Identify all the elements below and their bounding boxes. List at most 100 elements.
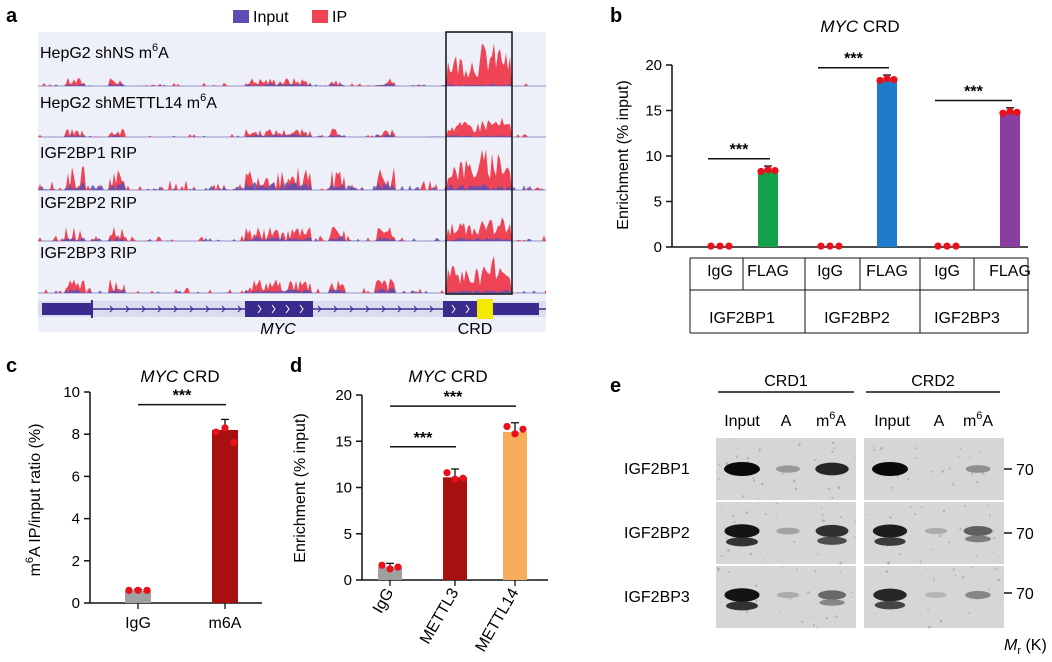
blot-noise: [992, 530, 995, 533]
data-point: [835, 242, 843, 250]
blot-noise: [927, 625, 931, 629]
data-point: [757, 167, 765, 176]
y-tick-label: 0: [344, 572, 352, 589]
data-point: [883, 75, 891, 83]
blot-noise: [807, 591, 810, 594]
ip-signal: [38, 255, 546, 293]
blot-noise: [885, 570, 889, 573]
y-tick-label: 10: [335, 480, 352, 497]
blot-noise: [832, 609, 834, 611]
protein-label: IGF2BP1: [624, 461, 690, 478]
panel-b-ylabel: Enrichment (% input): [615, 80, 632, 229]
blot-noise: [797, 442, 799, 443]
blot-noise: [931, 627, 933, 629]
ip-signal: [38, 149, 546, 190]
track-label-4: IGF2BP2 RIP: [40, 195, 137, 212]
blot-noise: [755, 585, 757, 588]
ip-signal: [38, 117, 546, 137]
blot-noise: [781, 550, 783, 552]
legend-swatch-input: [233, 10, 249, 23]
blot-noise: [952, 620, 953, 622]
crd1-label: CRD1: [764, 373, 808, 390]
strand-arrow: [141, 305, 146, 313]
x-tick-label: m6A: [209, 615, 242, 632]
blot-noise: [933, 576, 935, 578]
y-tick-label: 4: [72, 511, 80, 528]
blot-noise: [758, 447, 761, 449]
blot-noise: [873, 448, 876, 451]
strand-arrow: [257, 304, 262, 314]
protein-label: IGF2BP2: [624, 525, 690, 542]
blot-band: [872, 524, 908, 538]
x-tick-label: FLAG: [866, 263, 908, 280]
blot-noise: [752, 477, 755, 480]
panel-c-title: MYC CRD: [140, 367, 219, 386]
blot-noise: [938, 453, 940, 454]
blot-noise: [812, 616, 814, 619]
blot-band: [817, 536, 847, 545]
blot-noise: [814, 458, 817, 462]
blot-band: [818, 590, 846, 600]
significance-stars: ***: [414, 430, 433, 447]
bar-m6A: [212, 429, 238, 603]
blot-noise: [970, 623, 972, 625]
blot-noise: [995, 487, 998, 489]
blot-noise: [839, 571, 842, 574]
data-point: [134, 586, 142, 594]
data-point: [764, 166, 772, 174]
x-tick-label: METTL3: [417, 585, 462, 647]
strand-arrow: [271, 304, 276, 314]
blot-noise: [854, 521, 857, 523]
blot-noise: [932, 586, 934, 588]
panel-a-legend: Input IP: [233, 9, 347, 26]
y-tick-label: 10: [645, 148, 662, 165]
panel-b: b MYC CRD Enrichment (% input) 0 5 10 15 20 I…: [610, 5, 1031, 334]
y-tick-label: 20: [645, 57, 662, 74]
blot-band: [874, 537, 906, 546]
legend-label-input: Input: [253, 9, 289, 26]
blot-noise: [827, 487, 830, 491]
blot-noise: [840, 516, 842, 519]
strand-arrow: [429, 305, 434, 313]
y-tick-label: 15: [645, 103, 662, 120]
blot-noise: [978, 450, 981, 453]
blot-noise: [964, 504, 966, 507]
blot-noise: [764, 558, 766, 560]
blot-noise: [989, 601, 991, 604]
blot-noise: [971, 565, 974, 568]
blot-noise: [927, 608, 929, 611]
blot-noise: [725, 537, 727, 540]
data-point: [890, 75, 898, 84]
panel-c-chart: 0 2 4 6 8 10 IgG m6A ***: [63, 384, 262, 632]
blot-band: [872, 462, 908, 476]
legend-swatch-ip: [312, 10, 328, 23]
data-point: [771, 166, 779, 175]
blot-noise: [745, 511, 748, 514]
exon-2: [245, 301, 313, 317]
strand-arrow: [125, 305, 130, 313]
marker-label: 70: [1016, 526, 1034, 543]
blot-noise: [726, 602, 728, 604]
blot-noise: [776, 502, 779, 505]
blot-band: [815, 524, 849, 538]
blot-noise: [957, 531, 959, 533]
strand-arrow: [349, 305, 354, 313]
blot-noise: [919, 560, 922, 562]
blot-noise: [808, 489, 810, 491]
significance-stars: ***: [844, 51, 863, 68]
strand-arrow: [237, 305, 242, 313]
blot-noise: [814, 570, 817, 573]
y-tick-label: 5: [344, 526, 352, 543]
blot-noise: [987, 504, 990, 506]
blot-noise: [989, 514, 992, 517]
blot-noise: [742, 495, 745, 498]
strand-arrow: [465, 304, 470, 314]
blot-band: [965, 465, 991, 473]
lane-labels-crd1: Input A m6A: [724, 410, 846, 430]
data-point: [511, 430, 519, 438]
strand-arrow: [397, 305, 402, 313]
blot-band: [964, 535, 992, 543]
strand-arrow: [189, 305, 194, 313]
strand-arrow: [299, 304, 304, 314]
blot-noise: [941, 470, 944, 473]
